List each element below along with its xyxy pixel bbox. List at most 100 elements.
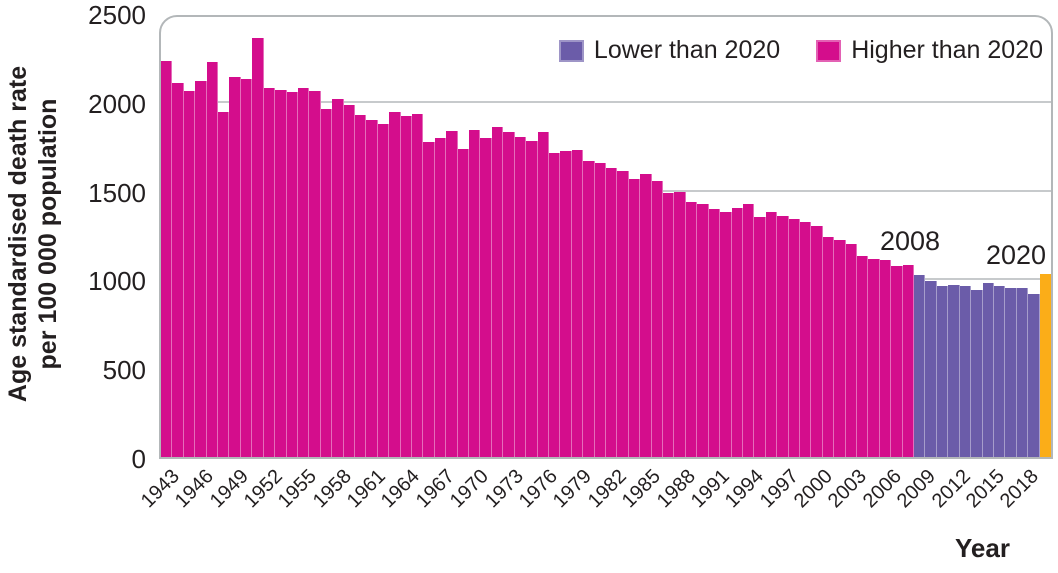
bar-1987 <box>663 193 675 457</box>
x-tick-1970: 1970 <box>446 465 494 513</box>
bar-1983 <box>617 171 629 457</box>
bar-1968 <box>446 130 458 457</box>
bar-1978 <box>560 150 572 457</box>
bar-2004 <box>857 256 869 457</box>
y-axis-title: Age standardised death rate per 100 000 … <box>3 0 65 469</box>
legend-swatch-lower-icon <box>558 39 584 62</box>
legend-label-higher: Higher than 2020 <box>851 36 1043 64</box>
bar-2016 <box>993 286 1006 457</box>
bar-1975 <box>526 141 538 457</box>
x-tick-1997: 1997 <box>755 465 803 513</box>
bar-1962 <box>377 124 390 457</box>
bar-1988 <box>674 192 686 457</box>
x-tick-1955: 1955 <box>274 465 322 513</box>
x-tick-2003: 2003 <box>824 465 872 513</box>
bar-1994 <box>742 203 755 457</box>
bar-1970 <box>469 129 481 457</box>
bar-1989 <box>685 201 698 457</box>
bar-1981 <box>594 163 606 457</box>
bar-2002 <box>834 239 846 457</box>
bar-1985 <box>640 173 652 457</box>
bar-1966 <box>423 141 435 457</box>
bar-1948 <box>218 112 230 457</box>
bar-1957 <box>320 109 333 457</box>
bar-1993 <box>731 207 743 457</box>
y-tick-2500: 2500 <box>88 0 146 30</box>
bar-1952 <box>263 88 276 457</box>
bar-2009 <box>914 274 926 457</box>
bar-1996 <box>765 212 778 457</box>
x-tick-1994: 1994 <box>721 465 769 513</box>
gridline-2000 <box>161 100 1051 103</box>
x-tick-2006: 2006 <box>858 465 906 513</box>
x-tick-1988: 1988 <box>652 465 700 513</box>
bar-1971 <box>480 137 492 457</box>
bar-1976 <box>537 132 549 457</box>
bar-1956 <box>309 90 321 457</box>
bar-2010 <box>925 281 937 457</box>
bar-2008 <box>902 265 915 457</box>
x-tick-1973: 1973 <box>480 465 528 513</box>
bar-1947 <box>206 61 219 457</box>
bar-2005 <box>868 259 880 457</box>
x-tick-1946: 1946 <box>170 465 218 513</box>
bar-1943 <box>161 61 173 457</box>
bar-2012 <box>948 284 960 457</box>
bar-2006 <box>879 259 892 457</box>
x-tick-1967: 1967 <box>411 465 459 513</box>
y-axis-title-line2: per 100 000 population <box>34 98 62 370</box>
bar-1958 <box>332 98 344 457</box>
bar-2015 <box>982 282 994 457</box>
y-tick-1500: 1500 <box>88 177 146 208</box>
bar-1979 <box>571 149 584 457</box>
bar-1955 <box>297 88 310 457</box>
bar-1969 <box>457 149 470 457</box>
y-tick-500: 500 <box>102 355 146 386</box>
bar-1964 <box>400 115 413 457</box>
x-tick-2018: 2018 <box>996 465 1044 513</box>
x-tick-1961: 1961 <box>342 465 390 513</box>
bar-1998 <box>788 219 800 457</box>
bar-1951 <box>252 38 264 457</box>
legend-label-lower: Lower than 2020 <box>593 36 781 64</box>
x-tick-1964: 1964 <box>377 465 425 513</box>
bar-2001 <box>822 237 835 457</box>
annotation-2020: 2020 <box>985 240 1047 270</box>
annotation-2008: 2008 <box>879 226 941 256</box>
x-tick-1991: 1991 <box>686 465 734 513</box>
bar-1946 <box>195 81 207 457</box>
bar-1963 <box>389 112 401 457</box>
y-tick-2000: 2000 <box>88 88 146 119</box>
x-tick-1958: 1958 <box>308 465 356 513</box>
bar-2020 <box>1039 273 1051 457</box>
bar-1949 <box>229 76 241 457</box>
x-tick-1976: 1976 <box>514 465 562 513</box>
x-tick-1949: 1949 <box>205 465 253 513</box>
bar-2017 <box>1005 287 1017 457</box>
bar-1984 <box>628 178 641 457</box>
bar-1954 <box>286 91 298 457</box>
bar-1973 <box>503 132 515 457</box>
plot-area <box>159 15 1053 459</box>
bar-1986 <box>651 180 664 457</box>
y-axis-title-line1: Age standardised death rate <box>4 65 32 403</box>
bar-1953 <box>275 90 287 457</box>
bar-2014 <box>971 289 983 457</box>
bar-2018 <box>1016 287 1029 457</box>
bar-1961 <box>366 119 378 457</box>
y-tick-1000: 1000 <box>88 266 146 297</box>
bar-1980 <box>583 161 595 457</box>
bar-2019 <box>1028 293 1040 457</box>
bar-1960 <box>354 114 367 457</box>
legend: Lower than 2020 Higher than 2020 <box>535 36 1043 65</box>
x-tick-1979: 1979 <box>549 465 597 513</box>
x-tick-2000: 2000 <box>789 465 837 513</box>
bar-2000 <box>811 226 823 457</box>
x-tick-1985: 1985 <box>617 465 665 513</box>
bar-1950 <box>240 78 253 457</box>
bar-1991 <box>708 208 721 457</box>
y-tick-0: 0 <box>131 444 146 474</box>
bar-2011 <box>936 286 949 457</box>
legend-item-lower: Lower than 2020 <box>558 36 781 65</box>
